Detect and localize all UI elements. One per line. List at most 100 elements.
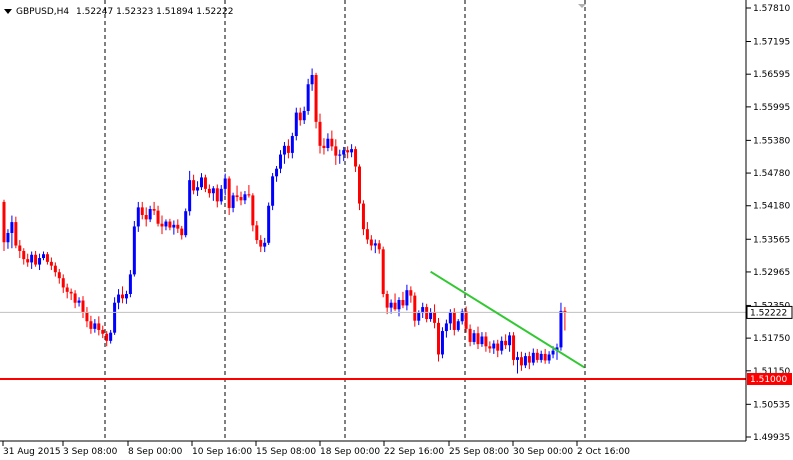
overlay-lines bbox=[0, 270, 746, 380]
candle bbox=[57, 268, 61, 284]
candle-body bbox=[527, 356, 531, 363]
candle-body bbox=[306, 84, 310, 111]
candle bbox=[286, 139, 290, 159]
candle-body bbox=[251, 195, 255, 226]
candle bbox=[121, 286, 124, 304]
candle-body bbox=[539, 353, 543, 360]
candle-body bbox=[381, 249, 385, 294]
candle-body bbox=[322, 145, 326, 149]
candle-body bbox=[26, 259, 30, 263]
candle bbox=[492, 340, 496, 354]
candle-body bbox=[140, 207, 144, 216]
candle-body bbox=[117, 294, 121, 303]
candle bbox=[429, 308, 433, 322]
candle bbox=[188, 170, 192, 216]
time-tick-label: 2 Oct 16:00 bbox=[577, 447, 630, 457]
candle bbox=[200, 173, 203, 190]
price-tick-label: 1.53565 bbox=[753, 235, 790, 245]
candle-body bbox=[286, 145, 290, 153]
candle-body bbox=[547, 354, 551, 361]
candle-body bbox=[433, 312, 437, 323]
time-tick-label: 3 Sep 08:00 bbox=[63, 447, 118, 457]
candle bbox=[480, 332, 484, 347]
candle-body bbox=[263, 242, 267, 247]
candle-body bbox=[45, 254, 49, 262]
candle bbox=[93, 319, 97, 333]
candle bbox=[500, 336, 504, 355]
candle bbox=[310, 68, 314, 91]
candle-body bbox=[144, 215, 148, 220]
candle-body bbox=[326, 138, 330, 149]
candle bbox=[519, 351, 523, 371]
candle-body bbox=[113, 302, 117, 333]
candle-body bbox=[460, 311, 464, 322]
candle bbox=[192, 174, 196, 195]
candle-body bbox=[385, 294, 389, 308]
chart-menu-triangle-icon[interactable] bbox=[4, 9, 12, 14]
shift-marker-icon[interactable] bbox=[578, 4, 586, 8]
candle-body bbox=[160, 223, 164, 227]
candle-body bbox=[49, 261, 53, 266]
candle-body bbox=[73, 293, 77, 303]
candle bbox=[401, 291, 405, 309]
candle-body bbox=[504, 340, 508, 346]
candle-body bbox=[243, 194, 247, 201]
candle-body bbox=[440, 331, 444, 355]
candle bbox=[105, 331, 109, 347]
candle bbox=[223, 173, 227, 196]
candle-body bbox=[97, 323, 101, 330]
time-axis[interactable]: 31 Aug 2015 3 Sep 08:00 8 Sep 00:00 10 Sep … bbox=[2, 441, 630, 457]
candle bbox=[176, 219, 180, 233]
candle bbox=[389, 299, 393, 314]
candle bbox=[30, 251, 34, 269]
candle-body bbox=[373, 243, 377, 246]
support-price-label: 1.51000 bbox=[747, 372, 792, 385]
candle bbox=[516, 351, 519, 374]
candle-body bbox=[468, 328, 472, 342]
candle bbox=[251, 193, 255, 232]
candle bbox=[433, 304, 437, 329]
candle-body bbox=[38, 258, 42, 265]
candle bbox=[14, 216, 18, 249]
price-tick-label: 1.57195 bbox=[753, 38, 790, 48]
candle bbox=[203, 174, 207, 193]
candle-body bbox=[555, 347, 559, 351]
candle bbox=[527, 351, 531, 370]
candle bbox=[113, 297, 117, 335]
candle-body bbox=[338, 154, 342, 156]
candle-body bbox=[156, 210, 160, 224]
symbol-timeframe: GBPUSD,H4 bbox=[16, 7, 69, 17]
candle bbox=[468, 324, 472, 347]
candle bbox=[354, 146, 358, 172]
candle bbox=[22, 248, 26, 265]
current-price-label: 1.52222 bbox=[746, 305, 793, 319]
candle-body bbox=[196, 187, 200, 191]
candle bbox=[294, 107, 298, 141]
price-axis[interactable]: 1.57810 1.57195 1.56595 1.55995 1.55380 1.547… bbox=[746, 4, 790, 443]
candle-body bbox=[282, 145, 286, 155]
candle bbox=[543, 349, 547, 364]
candle-body bbox=[69, 291, 73, 294]
candlesticks bbox=[2, 68, 567, 374]
candle-body bbox=[152, 209, 156, 211]
candle bbox=[306, 78, 310, 115]
support-price-box bbox=[747, 372, 792, 385]
candle bbox=[219, 185, 223, 205]
candle bbox=[156, 205, 160, 227]
candle bbox=[6, 229, 10, 249]
candle-body bbox=[219, 188, 223, 202]
candle-body bbox=[488, 346, 492, 349]
candle-body bbox=[89, 321, 93, 329]
candle bbox=[172, 220, 176, 235]
candle bbox=[65, 283, 69, 299]
time-tick-label: 30 Sep 00:00 bbox=[513, 447, 573, 457]
candle bbox=[2, 199, 6, 251]
candle-body bbox=[421, 307, 425, 314]
candle-body bbox=[57, 272, 61, 279]
candle bbox=[101, 325, 105, 339]
candle-body bbox=[290, 136, 294, 153]
candle bbox=[81, 296, 85, 318]
candle bbox=[279, 150, 282, 174]
candle bbox=[239, 191, 243, 206]
